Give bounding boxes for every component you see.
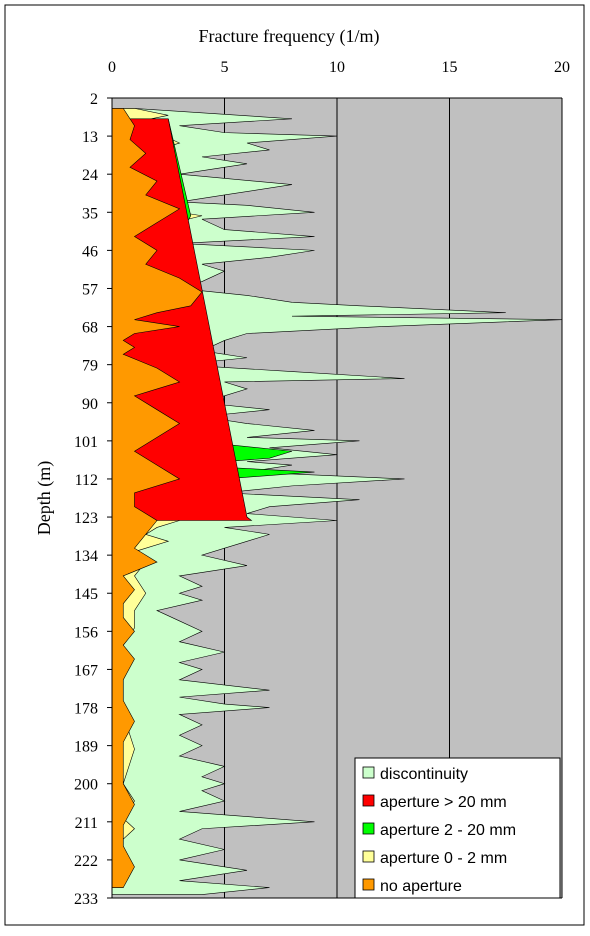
y-tick-label: 57 [82,281,98,298]
y-tick-label: 156 [74,624,98,641]
y-tick-label: 13 [82,129,98,146]
y-tick-label: 68 [82,320,98,337]
series-layer [111,108,563,895]
x-tick-label: 5 [221,59,229,76]
y-tick-label: 79 [82,358,98,375]
legend-swatch [362,766,375,779]
y-tick-label: 134 [74,548,98,565]
legend-label: discontinuity [380,766,468,783]
y-tick-label: 211 [75,815,98,832]
y-tick-label: 46 [82,243,98,260]
legend-swatch [362,878,375,891]
legend-swatch [362,822,375,835]
legend-label: no aperture [380,878,462,895]
x-tick-label: 0 [108,59,116,76]
y-tick-label: 178 [74,701,98,718]
axes-layer: 0 5 10 15 20 2 13 24 35 46 57 68 79 90 101 112 123 134 145… [74,59,570,908]
y-tick-label: 24 [82,167,98,184]
y-tick-label: 189 [74,739,98,756]
y-tick-label: 90 [82,396,98,413]
legend-label: aperture 2 - 20 mm [380,822,516,839]
y-tick-label: 101 [74,434,98,451]
legend: discontinuity aperture > 20 mm aperture 2 … [354,757,561,899]
y-tick-label: 35 [82,205,98,222]
x-tick-label: 15 [442,59,458,76]
x-tick-label: 10 [329,59,345,76]
legend-swatch [362,850,375,863]
y-tick-label: 123 [74,510,98,527]
y-tick-label: 233 [74,891,98,908]
legend-swatch [362,794,375,807]
legend-box [354,757,561,899]
y-axis-label: Depth (m) [34,461,55,535]
legend-label: aperture > 20 mm [380,794,507,811]
y-tick-label: 2 [90,91,98,108]
y-tick-label: 167 [74,662,98,679]
legend-label: aperture 0 - 2 mm [380,850,507,867]
x-tick-label: 20 [554,59,570,76]
y-tick-label: 112 [75,472,98,489]
series-area-no-aperture [111,108,203,888]
y-tick-label: 200 [74,777,98,794]
series-area-discontinuity [111,108,563,895]
chart-title: Fracture frequency (1/m) [199,26,380,47]
y-tick-label: 145 [74,586,98,603]
y-tick-label: 222 [74,853,98,870]
